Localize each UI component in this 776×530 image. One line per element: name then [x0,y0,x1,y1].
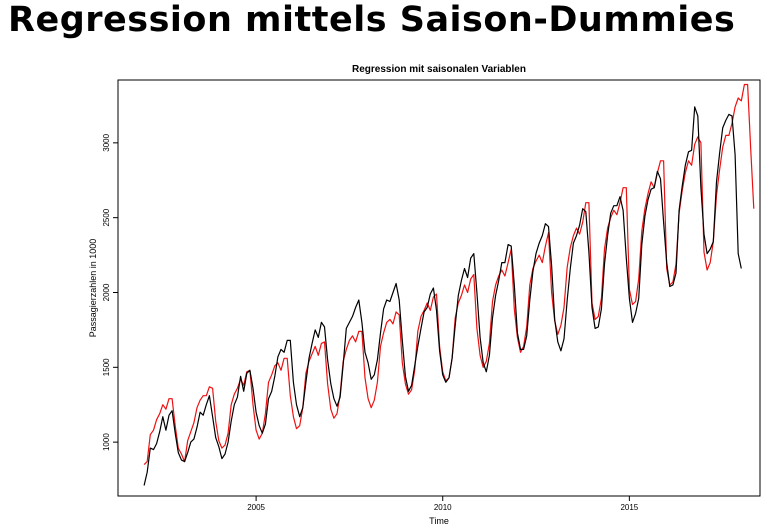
plot-frame [117,79,761,497]
y-tick-label: 1000 [102,433,111,451]
y-tick-label: 3000 [102,133,111,151]
series-line-fitted [143,83,755,466]
y-axis-label: Passagierzahlen in 1000 [88,239,98,338]
series-layer [143,83,755,486]
y-tick-label: 2000 [102,283,111,301]
x-tick-label: 2005 [247,503,265,512]
x-axis: 2005 2010 2015 [247,496,639,512]
y-axis: 1000 1500 2000 2500 3000 [102,133,118,451]
y-tick-label: 2500 [102,208,111,226]
series-line-observed [143,106,742,486]
chart-title: Regression mit saisonalen Variablen [352,64,526,75]
x-tick-label: 2015 [620,503,638,512]
slide-title: Regression mittels Saison-Dummies [8,0,736,40]
y-tick-label: 1500 [102,358,111,376]
x-tick-label: 2010 [434,503,452,512]
x-axis-label: Time [429,516,449,526]
